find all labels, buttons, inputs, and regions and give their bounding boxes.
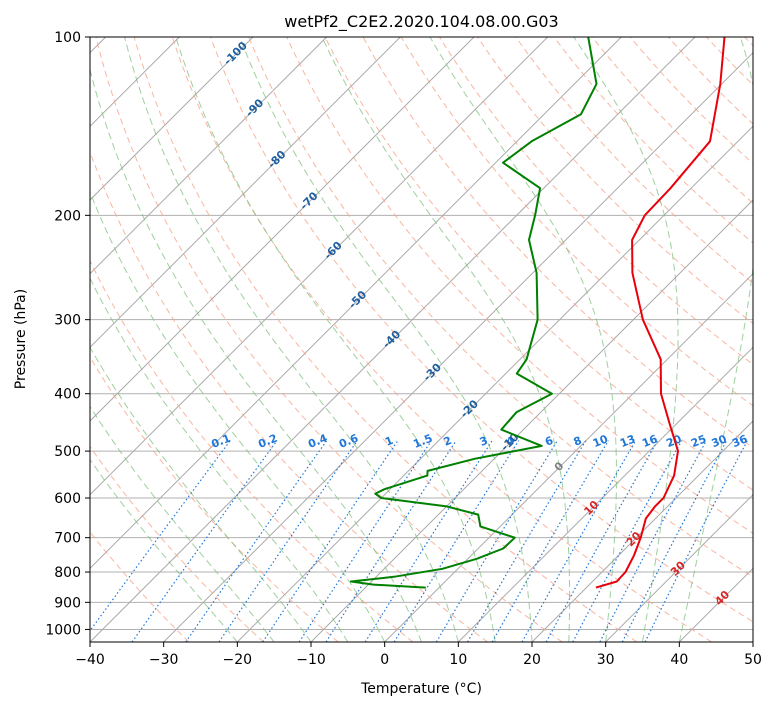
isotherm-line — [605, 493, 753, 642]
mixing-ratio-line — [262, 440, 399, 642]
moist-adiabat-line — [124, 37, 459, 642]
isotherm-line — [384, 272, 753, 642]
moist-adiabat-line — [90, 346, 312, 642]
plot-frame — [89, 36, 754, 643]
dry-adiabat-line — [248, 37, 753, 578]
mixing-ratio-label: 36 — [730, 432, 749, 450]
y-tick-label: 900 — [54, 595, 81, 611]
isotherm-line — [90, 37, 401, 349]
y-tick-label: 500 — [54, 444, 81, 460]
moist-adiabat-line — [573, 37, 679, 642]
y-axis-title: Pressure (hPa) — [13, 289, 29, 389]
mixing-ratio-label: 2 — [442, 434, 454, 449]
isotherm-line — [90, 37, 254, 201]
mixing-ratio-line — [185, 440, 328, 642]
x-tick-label: −10 — [296, 652, 326, 668]
y-tick-label: 1000 — [45, 622, 81, 638]
dry-adiabat-line — [591, 37, 753, 204]
moist-adiabat-line — [90, 405, 275, 642]
y-tick-label: 100 — [54, 30, 81, 46]
dry-adiabat-line — [400, 37, 753, 407]
mixing-ratio-line — [364, 440, 493, 642]
dewpoint-profile-line — [349, 37, 598, 589]
isotherm-line — [90, 37, 328, 275]
mixing-ratio-line — [298, 440, 432, 642]
mixing-ratio-label: 1 — [383, 434, 395, 449]
isotherm-line — [531, 420, 753, 642]
x-tick-label: 40 — [670, 652, 688, 668]
x-tick-label: 50 — [744, 652, 762, 668]
chart-title: wetPf2_C2E2.2020.104.08.00.G03 — [284, 12, 558, 32]
mixing-ratio-label: 13 — [618, 432, 637, 450]
dry-adiabat-line — [90, 259, 414, 642]
x-axis-title: Temperature (°C) — [360, 681, 482, 697]
dry-adiabat-line — [324, 37, 753, 491]
y-tick-label: 400 — [54, 387, 81, 403]
mixing-ratio-label: 30 — [710, 432, 729, 450]
moist-adiabat-line — [321, 37, 571, 642]
x-tick-label: 0 — [380, 652, 389, 668]
mixing-ratio-line — [325, 440, 457, 642]
mixing-ratio-label: 16 — [640, 432, 659, 450]
mixing-ratio-line — [466, 440, 587, 642]
isotherm-line — [90, 37, 622, 570]
x-tick-label: −40 — [75, 652, 105, 668]
moist-adiabat-line — [90, 458, 238, 642]
y-tick-label: 800 — [54, 565, 81, 581]
y-tick-label: 700 — [54, 531, 81, 547]
y-tick-label: 200 — [54, 208, 81, 224]
isotherm-line — [90, 37, 549, 496]
moist-adiabat-line — [678, 37, 753, 642]
mixing-ratio-line — [491, 440, 609, 642]
dry-adiabat-line — [133, 37, 638, 642]
mixing-ratio-label: 25 — [689, 432, 708, 450]
mixing-ratio-line — [572, 440, 683, 642]
dry-adiabat-line — [515, 37, 753, 284]
mixing-ratio-line — [545, 440, 659, 642]
y-tick-label: 300 — [54, 313, 81, 329]
x-tick-label: 30 — [597, 652, 615, 668]
isotherm-line — [90, 37, 475, 422]
isotherm-line — [457, 346, 753, 642]
temperature-profile-line — [595, 37, 726, 589]
moist-adiabat-line — [90, 67, 422, 642]
mixing-ratio-line — [521, 440, 637, 642]
x-tick-label: −30 — [149, 652, 179, 668]
dry-adiabat-line — [171, 37, 712, 642]
y-axis: 100 200 300 400 500 600 700 800 900 1000 — [45, 30, 90, 638]
mixing-ratio-label: 10 — [591, 432, 610, 450]
mixing-ratio-label: 8 — [572, 434, 584, 449]
dry-adiabat-line — [210, 37, 753, 623]
x-tick-label: 20 — [523, 652, 541, 668]
dry-adiabat-line — [629, 37, 753, 165]
moist-adiabat-line — [429, 37, 617, 642]
mixing-ratio-line — [90, 440, 231, 632]
isotherm-line — [90, 37, 696, 642]
x-axis: −40 −30 −20 −10 0 10 20 30 40 50 — [75, 642, 762, 668]
mixing-ratio-line — [393, 440, 520, 642]
isotherm-line — [163, 51, 753, 642]
plot-area: 0.1 0.2 0.4 0.6 1 1.5 2 3 4 6 8 10 13 16 20 25 30 36-100-… — [90, 37, 753, 642]
moist-adiabat-line — [90, 190, 386, 642]
dry-adiabat-line — [90, 445, 264, 642]
mixing-ratio-line — [644, 440, 748, 642]
moist-adiabat-line — [239, 37, 533, 642]
mixing-ratio-label: 3 — [478, 434, 490, 449]
moist-adiabat-line — [90, 277, 349, 642]
mixing-ratio-line — [131, 440, 278, 642]
y-tick-label: 600 — [54, 491, 81, 507]
isotherm-line — [236, 125, 753, 642]
dry-adiabat-line — [95, 37, 563, 642]
x-tick-label: 10 — [449, 652, 467, 668]
mixing-ratio-line — [435, 440, 558, 642]
x-tick-label: −20 — [223, 652, 253, 668]
dry-adiabat-line — [477, 37, 753, 325]
dry-adiabat-line — [362, 37, 753, 449]
